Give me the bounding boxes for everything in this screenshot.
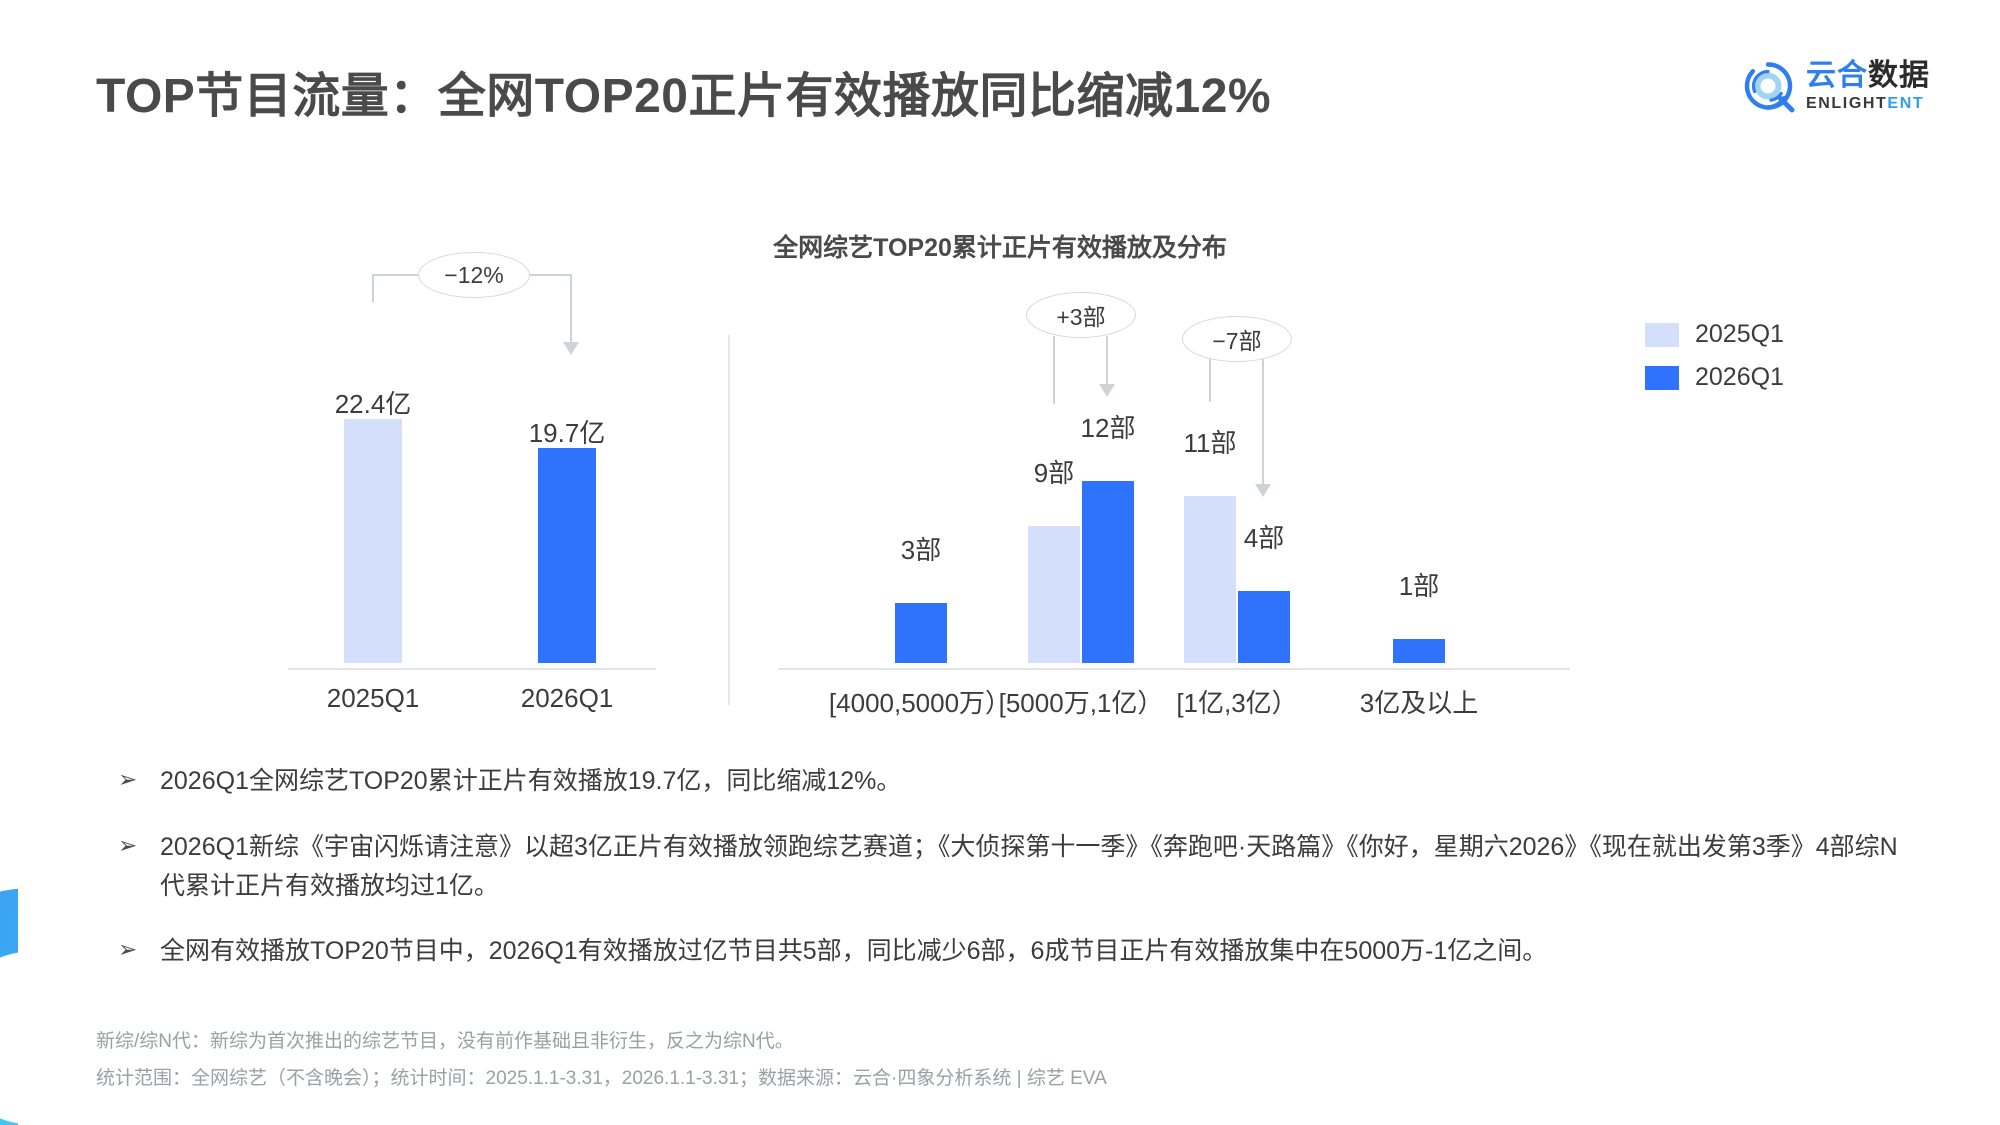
callout-change-band3: −7部 [1182,316,1292,362]
category-label-2026q1: 2026Q1 [520,683,614,713]
footer-notes: 新综/综N代：新综为首次推出的综艺节目，没有前作基础且非衍生，反之为综N代。 统… [96,1023,1107,1097]
logo-en-primary: ENLIGHT [1806,94,1888,112]
bar-value-2026q1-band4: 1部 [1398,571,1440,601]
callout-arrow-head-band2 [1099,384,1115,397]
bullet-text-2: 2026Q1新综《宇宙闪烁请注意》以超3亿正片有效播放领跑综艺赛道；《大侦探第十… [160,832,1898,900]
callout-arrow-head-band3 [1255,484,1271,497]
callout-connector-band3-stem [1209,358,1211,402]
bullet-text-3: 全网有效播放TOP20节目中，2026Q1有效播放过亿节目共5部，同比减少6部，… [160,937,1548,966]
legend-swatch-2025q1 [1645,322,1679,347]
footnote-definition: 新综/综N代：新综为首次推出的综艺节目，没有前作基础且非衍生，反之为综N代。 [96,1030,794,1052]
legend-item-2026q1[interactable]: 2026Q1 [1645,363,1784,392]
chart-legend: 2025Q1 2026Q1 [1645,320,1784,406]
bar-2026q1-total [538,448,596,663]
bullet-marker-icon: ➢ [118,831,138,858]
bar-value-2025q1-band3: 11部 [1183,428,1237,458]
bar-2026q1-band4 [1393,639,1445,663]
chart-area: 22.4亿 2025Q1 19.7亿 2026Q1 −12% 3部 [4000,… [0,252,2000,720]
bar-2025q1-band3 [1184,496,1236,663]
bullet-marker-icon: ➢ [118,766,138,792]
bar-2026q1-band3 [1238,591,1290,663]
callout-connector-left-stem [372,276,374,302]
chart-title: 全网综艺TOP20累计正片有效播放及分布 [773,234,1227,262]
bar-value-2026q1-band3: 4部 [1243,523,1285,553]
bullet-marker-icon: ➢ [118,936,138,963]
callout-connector-right-stem [570,274,572,344]
logo-english-wordmark: ENLIGHTENT [1806,94,1930,112]
footnote-scope-source: 统计范围：全网综艺（不含晚会）；统计时间：2025.1.1-3.31，2026.… [96,1067,1107,1089]
bullet-item-1: ➢ 2026Q1全网综艺TOP20累计正片有效播放19.7亿，同比缩减12%。 [118,762,1918,801]
bar-value-2026q1-band2: 12部 [1080,413,1136,443]
bullet-item-3: ➢ 全网有效播放TOP20节目中，2026Q1有效播放过亿节目共5部，同比减少6… [118,932,1918,971]
panel-divider [728,335,730,705]
category-label-band3: [1亿,3亿） [1176,688,1298,718]
category-label-band1: [4000,5000万） [828,688,1012,718]
callout-arrow-head [563,342,579,355]
bullet-text-1: 2026Q1全网综艺TOP20累计正片有效播放19.7亿，同比缩减12%。 [160,767,902,795]
logo-en-secondary: ENT [1887,94,1925,112]
bar-2026q1-band1 [895,603,947,663]
callout-change-band2: +3部 [1026,292,1136,338]
decorative-arc-graphic [0,878,188,1125]
callout-change-total: −12% [418,252,530,298]
callout-connector-band2-stem [1053,336,1055,404]
page-title: TOP节目流量：全网TOP20正片有效播放同比缩减12% [96,70,1272,123]
bar-value-2026q1-total: 19.7亿 [528,418,606,448]
right-panel-axis-line [778,668,1570,670]
bar-2026q1-band2 [1082,481,1134,663]
category-label-band4: 3亿及以上 [1359,688,1479,718]
enlightent-swirl-logo-icon [1744,62,1795,113]
category-label-2025q1: 2025Q1 [326,683,420,713]
logo-cn-primary: 云合 [1806,58,1868,92]
legend-label-2025q1: 2025Q1 [1695,320,1784,348]
callout-connector-band3-arrow-stem [1262,358,1264,486]
callout-connector-band2-arrow-stem [1106,336,1108,386]
legend-label-2026q1: 2026Q1 [1695,363,1784,391]
logo-chinese-wordmark: 云合数据 [1806,58,1930,92]
bar-2025q1-total [344,419,402,663]
bar-value-2025q1-band2: 9部 [1033,458,1075,488]
bar-value-2025q1-total: 22.4亿 [334,389,412,419]
bar-2025q1-band2 [1028,526,1080,663]
insight-bullet-list: ➢ 2026Q1全网综艺TOP20累计正片有效播放19.7亿，同比缩减12%。 … [118,762,1918,998]
legend-swatch-2026q1 [1645,365,1679,390]
category-label-band2: [5000万,1亿） [998,688,1164,718]
bullet-item-2: ➢ 2026Q1新综《宇宙闪烁请注意》以超3亿正片有效播放领跑综艺赛道；《大侦探… [118,828,1918,906]
logo-cn-secondary: 数据 [1868,58,1930,92]
legend-item-2025q1[interactable]: 2025Q1 [1645,320,1784,349]
brand-logo: 云合数据 ENLIGHTENT [1740,58,1930,114]
left-panel-axis-line [288,668,656,670]
bar-value-2026q1-band1: 3部 [900,535,942,565]
